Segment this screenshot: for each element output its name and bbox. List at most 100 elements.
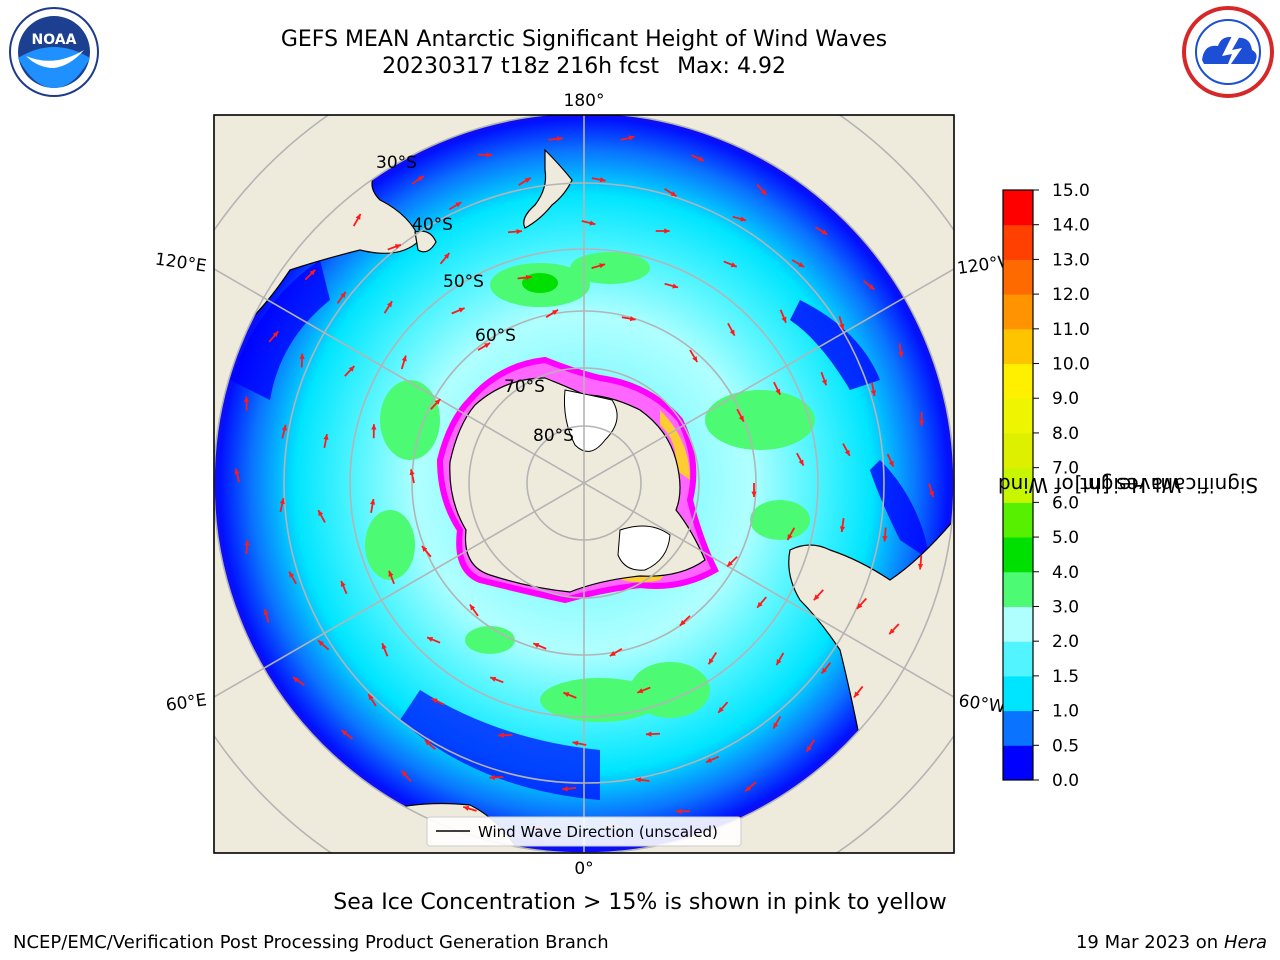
map-subtitle: 20230317 t18z 216h fcst Max: 4.92 [0,54,1168,80]
wave-direction-arrowhead [424,740,431,746]
colorbar: 0.0 0.5 1.0 1.5 2.0 3.0 4.0 5.0 6.0 7.0 8.0 9.0 10.0… [1002,181,1090,791]
colorbar-segment [1003,432,1033,469]
wave-direction-arrowhead [672,283,679,289]
wave-direction-arrowhead [368,694,374,701]
wave-patch [705,390,815,450]
parallel-label-70s: 70°S [504,377,545,397]
wave-direction-arrowhead [730,262,737,268]
wave-patch [380,380,440,460]
wave-direction-arrowhead [821,229,828,235]
colorbar-tick-label: 11.0 [1052,320,1090,340]
colorbar-tick-label: 8.0 [1052,424,1079,444]
wave-direction-arrowhead [486,152,493,158]
wave-direction-arrowhead [401,770,408,777]
colorbar-label-line2: Waves [m] [1074,473,1182,497]
colorbar-segment [1003,571,1033,607]
noaa-logo-text: NOAA [32,32,77,48]
legend-label: Wind Wave Direction (unscaled) [478,823,718,841]
colorbar-tick-label: 4.0 [1052,563,1079,583]
ross-ice-shelf [564,389,618,452]
wave-direction-arrowhead [563,692,570,698]
wave-direction-arrowhead [455,202,462,208]
wave-patch [540,678,660,722]
parallel-label-80s: 80°S [533,426,574,446]
colorbar-segment [1003,467,1033,503]
wave-direction-arrowhead [381,643,387,650]
wave-direction-arrowhead [263,609,269,615]
wave-direction-arrowhead [369,499,376,505]
footer-machine: Hera [1223,932,1267,953]
wave-direction-arrowhead [888,460,894,467]
new-zealand-land [523,148,573,229]
meridian-label-60w: 60°W [957,691,1006,717]
wave-direction-arrowhead [839,323,845,330]
wave-direction-arrowhead [318,510,324,517]
wave-direction-arrowhead [821,379,827,386]
wave-patch [630,662,710,718]
colorbar-segment [1003,398,1033,434]
wave-direction-arrowhead [401,355,407,362]
wave-direction-arrowhead [628,135,635,141]
wave-direction-arrowhead [243,396,250,402]
wave-direction-arrowhead [729,329,735,336]
wave-direction-arrowhead [738,415,744,422]
wave-direction-arrowhead [679,619,686,626]
wave-direction-arrowhead [484,342,491,348]
wave-direction-arrowhead [355,213,361,220]
wave-patch [465,626,515,654]
wave-direction-arrowhead [340,580,346,587]
wave-direction-arrowhead [889,628,895,635]
wave-direction-arrowhead [434,398,441,405]
meridian-label-0: 0° [574,859,593,879]
forecast-run-label: 20230317 t18z 216h fcst [382,54,660,79]
wave-direction-arrowhead [421,545,428,552]
wave-direction-arrowhead [773,722,779,729]
colorbar-frame [1002,189,1034,781]
wave-direction-arrowhead [309,269,316,276]
wave-direction-arrowhead [870,390,877,397]
footer-date: 19 Mar 2023 on Hera [1076,932,1267,953]
wave-direction-arrowhead [533,643,540,648]
colorbar-tick-label: 7.0 [1052,459,1079,479]
wave-direction-arrowhead [599,263,606,269]
wave-direction-arrowhead [675,808,682,814]
wave-direction-arrowhead [289,571,295,578]
parallel-label-60s: 60°S [475,326,516,346]
wave-direction-arrowhead [281,424,287,431]
wave-direction-arrowhead [919,420,925,427]
wave-direction-arrowhead [469,604,476,611]
tasmania-land [414,230,437,253]
colorbar-tick-label: 12.0 [1052,285,1090,305]
wave-direction-arrowhead [708,658,714,665]
colorbar-tick-label: 10.0 [1052,355,1090,375]
wave-direction-arrowhead [806,745,812,752]
footer-organization: NCEP/EMC/Verification Post Processing Pr… [13,932,609,953]
wave-direction-arrowhead [388,570,394,577]
wave-direction-arrowhead [635,777,642,783]
colorbar-tick-label: 6.0 [1052,493,1079,513]
meridian-label-120e: 120°E [154,250,208,277]
colorbar-segment [1003,710,1033,746]
wave-direction-arrowhead [637,688,644,694]
wave-direction-arrowhead [664,228,670,234]
wave-direction-arrowhead [552,309,559,315]
wave-direction-arrowhead [917,563,924,570]
wave-direction-arrowhead [787,534,793,541]
colorbar-tick-label: 1.5 [1052,667,1079,687]
wave-direction-arrowhead [516,228,523,235]
footer-date-text: 19 Mar 2023 on [1075,932,1219,953]
wave-direction-arrowhead [629,316,636,322]
colorbar-segment [1003,502,1033,538]
noaa-logo: NOAA [9,7,99,97]
colorbar-label: Significant Height of Wind Waves [m] [998,190,1258,780]
wave-direction-arrowhead [898,351,904,358]
wave-direction-arrowhead [299,353,305,360]
colorbar-segment [1003,641,1033,677]
colorbar-segment [1003,328,1033,365]
wave-direction-arrowhead [443,252,450,259]
map-title: GEFS MEAN Antarctic Significant Height o… [280,27,888,52]
graticule [214,115,954,853]
wave-direction-arrowhead [386,301,393,308]
wave-direction-arrowhead [844,449,850,456]
